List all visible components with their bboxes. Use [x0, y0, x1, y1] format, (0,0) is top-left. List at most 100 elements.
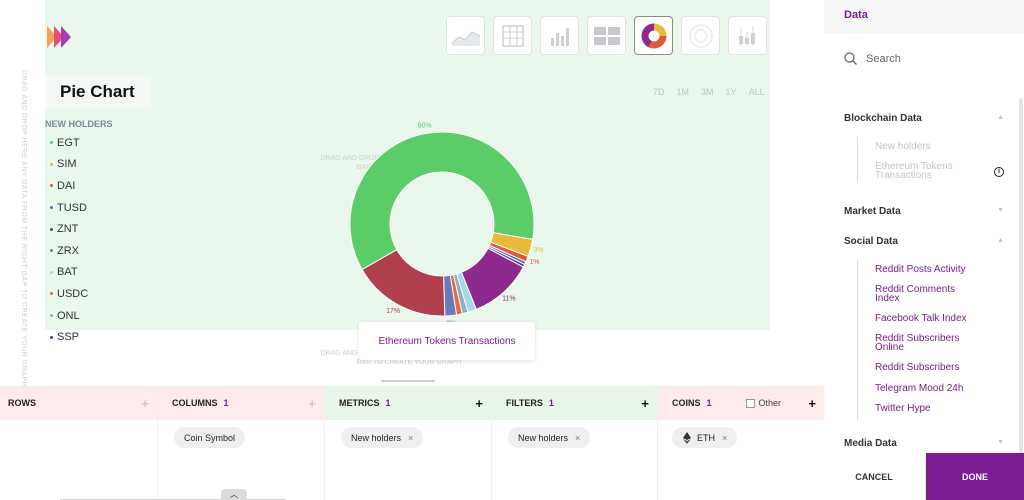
panel-title: Data: [824, 0, 1024, 34]
data-item-reddit-subs[interactable]: Reddit Subscribers: [875, 362, 960, 373]
rows-label: ROWS: [8, 398, 36, 408]
add-filter-icon[interactable]: +: [641, 395, 649, 411]
legend-dot-icon: [50, 206, 53, 210]
remove-filter-icon[interactable]: ×: [575, 432, 581, 443]
range-7d[interactable]: 7D: [653, 87, 665, 97]
column-chip[interactable]: Coin Symbol: [174, 427, 246, 448]
section-blockchain-data[interactable]: Blockchain Data ▲: [844, 113, 1004, 124]
data-item-telegram-mood[interactable]: Telegram Mood 24h: [875, 383, 964, 394]
cancel-button[interactable]: CANCEL: [855, 471, 893, 482]
resize-handle[interactable]: [381, 380, 435, 382]
filter-chip[interactable]: New holders ×: [508, 427, 591, 448]
data-item-eth-token-tx[interactable]: Ethereum Tokens Transactions: [875, 161, 953, 181]
legend-label: TUSD: [57, 201, 87, 214]
metric-chip-label: New holders: [351, 432, 402, 443]
legend-item[interactable]: USDC: [50, 283, 88, 305]
chevron-down-icon: ▼: [997, 207, 1004, 214]
ethereum-icon: [683, 431, 691, 444]
pie-data-label: 3%: [533, 247, 543, 254]
add-column-icon[interactable]: +: [308, 395, 316, 411]
legend-item[interactable]: SSP: [50, 326, 88, 348]
columns-count: 1: [223, 398, 229, 408]
legend-item[interactable]: TUSD: [50, 197, 88, 219]
legend-dot-icon: [50, 141, 53, 145]
coins-section: COINS 1 Other + ETH ×: [658, 386, 824, 500]
radial-chart-button[interactable]: [681, 16, 720, 55]
filter-chip-label: New holders: [518, 432, 569, 443]
bar-chart-button[interactable]: [540, 16, 579, 55]
range-all[interactable]: ALL: [748, 87, 765, 97]
chevron-up-icon[interactable]: ︿: [221, 489, 247, 500]
pie-chart: 60%3%1%11%2%17%: [349, 123, 544, 328]
add-row-icon[interactable]: +: [141, 395, 149, 411]
add-metric-icon[interactable]: +: [475, 395, 483, 411]
data-item-new-holders[interactable]: New holders: [875, 141, 931, 152]
section-market-data[interactable]: Market Data ▼: [844, 206, 1004, 217]
legend-label: SSP: [57, 331, 80, 344]
chart-title: Pie Chart: [45, 76, 151, 108]
metrics-label: METRICS: [339, 398, 380, 408]
search-field[interactable]: Search: [844, 52, 901, 65]
other-checkbox[interactable]: Other: [745, 398, 781, 408]
legend-item[interactable]: SIM: [50, 154, 88, 176]
data-item-reddit-subs-online[interactable]: Reddit Subscribers Online: [875, 333, 960, 353]
tree-line: [857, 138, 858, 183]
chart-legend: EGT SIM DAI TUSD ZNT ZRX BAT USDC ONL SSP: [50, 132, 88, 348]
range-3m[interactable]: 3M: [701, 87, 714, 97]
pie-slice-egt[interactable]: [349, 131, 535, 271]
pie-slice-erc[interactable]: [361, 249, 446, 317]
legend-dot-icon: [50, 335, 53, 339]
filters-count: 1: [548, 398, 554, 408]
chart-type-toolbar: [446, 16, 767, 55]
legend-label: DAI: [57, 179, 76, 192]
line-chart-button[interactable]: [446, 16, 485, 55]
chart-tooltip: Ethereum Tokens Transactions: [359, 322, 535, 360]
filters-section: FILTERS 1 + New holders ×: [492, 386, 658, 500]
legend-label: ZRX: [57, 244, 79, 257]
columns-section: COLUMNS 1 + Coin Symbol: [158, 386, 325, 500]
section-social-data[interactable]: Social Data ▲: [844, 236, 1004, 247]
coin-chip[interactable]: ETH ×: [672, 427, 738, 448]
bar-chart-icon: [550, 27, 569, 46]
legend-item[interactable]: DAI: [50, 175, 88, 197]
add-coin-icon[interactable]: +: [808, 395, 816, 411]
legend-label: ONL: [57, 309, 80, 322]
legend-item[interactable]: BAT: [50, 262, 88, 284]
data-item-reddit-posts[interactable]: Reddit Posts Activity: [875, 264, 966, 275]
grid-table-button[interactable]: [587, 16, 626, 55]
section-media-label: Media Data: [844, 438, 897, 449]
data-item-facebook-talk[interactable]: Facebook Talk Index: [875, 313, 967, 324]
pie-data-label: 17%: [386, 308, 400, 315]
legend-dot-icon: [50, 184, 53, 188]
filters-label: FILTERS: [506, 398, 543, 408]
panel-scrollbar[interactable]: [1019, 98, 1023, 498]
data-item-twitter-hype[interactable]: Twitter Hype: [875, 403, 931, 414]
legend-item[interactable]: ONL: [50, 305, 88, 327]
done-button[interactable]: DONE: [926, 453, 1024, 500]
range-1y[interactable]: 1Y: [725, 87, 737, 97]
checkbox-icon: [745, 398, 755, 408]
table-chart-button[interactable]: [493, 16, 532, 55]
legend-item[interactable]: ZRX: [50, 240, 88, 262]
legend-item[interactable]: EGT: [50, 132, 88, 154]
metrics-section: METRICS 1 + New holders ×: [325, 386, 492, 500]
search-icon: [844, 52, 857, 65]
legend-dot-icon: [50, 292, 53, 296]
filters-header: FILTERS 1 +: [492, 386, 657, 420]
metrics-count: 1: [385, 398, 391, 408]
rows-section: ROWS +: [0, 386, 158, 500]
info-icon[interactable]: i: [994, 167, 1004, 177]
candlestick-chart-button[interactable]: [728, 16, 767, 55]
remove-metric-icon[interactable]: ×: [408, 432, 414, 443]
range-1m[interactable]: 1M: [676, 87, 690, 97]
tree-line: [857, 260, 858, 420]
metric-chip[interactable]: New holders ×: [341, 427, 424, 448]
legend-label: SIM: [57, 158, 77, 171]
legend-item[interactable]: ZNT: [50, 218, 88, 240]
legend-dot-icon: [50, 249, 53, 253]
remove-coin-icon[interactable]: ×: [722, 432, 728, 443]
section-media-data[interactable]: Media Data ▼: [844, 438, 1004, 449]
candlestick-icon: [738, 25, 755, 46]
data-item-reddit-comments[interactable]: Reddit Comments Index: [875, 284, 956, 304]
pie-chart-button[interactable]: [634, 16, 673, 55]
